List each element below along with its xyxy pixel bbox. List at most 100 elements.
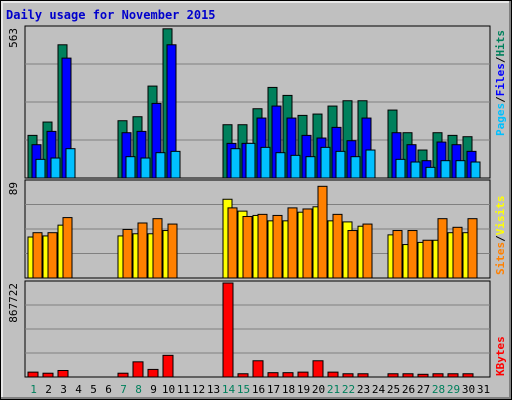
bar-sites-day-18 bbox=[287, 207, 298, 279]
x-tick-label-day-6: 6 bbox=[105, 383, 112, 396]
bar-pages-day-1 bbox=[35, 158, 46, 179]
bar-pages-day-22 bbox=[350, 156, 361, 179]
x-tick-label-day-30: 30 bbox=[462, 383, 475, 396]
bar-pages-day-14 bbox=[230, 148, 241, 179]
x-tick-label-day-29: 29 bbox=[447, 383, 460, 396]
panel-0-ymax-label: 563 bbox=[7, 28, 20, 48]
legend-kbytes-part-0: KBytes bbox=[494, 336, 507, 376]
bar-sites-day-27 bbox=[422, 239, 433, 279]
x-tick-label-day-4: 4 bbox=[75, 383, 82, 396]
x-tick-label-day-11: 11 bbox=[177, 383, 190, 396]
bar-pages-day-17 bbox=[275, 152, 286, 179]
bar-pages-day-27 bbox=[425, 166, 436, 179]
bar-sites-day-26 bbox=[407, 230, 418, 279]
bar-kbytes-day-15 bbox=[237, 373, 249, 378]
x-tick-label-day-3: 3 bbox=[60, 383, 67, 396]
x-tick-label-day-25: 25 bbox=[387, 383, 400, 396]
bar-sites-day-8 bbox=[137, 222, 148, 279]
x-tick-label-day-17: 17 bbox=[267, 383, 280, 396]
bar-pages-day-30 bbox=[470, 161, 481, 179]
bar-kbytes-day-3 bbox=[57, 370, 69, 378]
legend-sites-visits-part-0: Sites bbox=[494, 242, 507, 275]
x-tick-label-day-18: 18 bbox=[282, 383, 295, 396]
bar-kbytes-day-21 bbox=[327, 371, 339, 378]
bar-sites-day-25 bbox=[392, 230, 403, 279]
bar-pages-day-18 bbox=[290, 154, 301, 179]
x-tick-label-day-22: 22 bbox=[342, 383, 355, 396]
x-tick-label-day-9: 9 bbox=[150, 383, 157, 396]
x-tick-label-day-24: 24 bbox=[372, 383, 386, 396]
legend-kbytes: KBytes bbox=[494, 336, 507, 376]
bar-sites-day-19 bbox=[302, 208, 313, 279]
x-tick-label-day-8: 8 bbox=[135, 383, 142, 396]
bar-pages-day-3 bbox=[65, 148, 76, 179]
bar-pages-day-29 bbox=[455, 160, 466, 179]
bar-kbytes-day-10 bbox=[162, 354, 174, 378]
chart-title: Daily usage for November 2015 bbox=[6, 8, 216, 22]
bar-kbytes-day-19 bbox=[297, 371, 309, 378]
bar-kbytes-day-9 bbox=[147, 368, 159, 378]
legend-pages-files-hits-part-1: / bbox=[494, 96, 507, 103]
bar-sites-day-9 bbox=[152, 218, 163, 279]
legend-sites-visits-part-2: Visits bbox=[494, 196, 507, 236]
x-tick-label-day-1: 1 bbox=[30, 383, 37, 396]
bar-sites-day-15 bbox=[242, 216, 253, 279]
bar-kbytes-day-22 bbox=[342, 373, 354, 378]
bar-pages-day-23 bbox=[365, 149, 376, 179]
x-tick-label-day-23: 23 bbox=[357, 383, 370, 396]
legend-pages-files-hits-part-4: Hits bbox=[494, 30, 507, 57]
bar-sites-day-20 bbox=[317, 185, 328, 279]
bar-sites-day-21 bbox=[332, 213, 343, 279]
bar-kbytes-day-25 bbox=[387, 373, 399, 378]
x-tick-label-day-12: 12 bbox=[192, 383, 205, 396]
x-tick-label-day-31: 31 bbox=[477, 383, 490, 396]
x-tick-label-day-7: 7 bbox=[120, 383, 127, 396]
bar-pages-day-25 bbox=[395, 158, 406, 179]
bar-sites-day-7 bbox=[122, 228, 133, 279]
legend-pages-files-hits-part-2: Files bbox=[494, 63, 507, 96]
x-tick-label-day-5: 5 bbox=[90, 383, 97, 396]
bar-kbytes-day-8 bbox=[132, 361, 144, 378]
bar-kbytes-day-26 bbox=[402, 373, 414, 378]
bar-kbytes-day-1 bbox=[27, 371, 39, 378]
bar-pages-day-19 bbox=[305, 156, 316, 179]
bar-pages-day-10 bbox=[170, 150, 181, 179]
legend-pages-files-hits-part-0: Pages bbox=[494, 103, 507, 136]
x-tick-label-day-26: 26 bbox=[402, 383, 415, 396]
x-tick-label-day-2: 2 bbox=[45, 383, 52, 396]
bar-kbytes-day-28 bbox=[432, 373, 444, 378]
bar-kbytes-day-16 bbox=[252, 360, 264, 378]
x-tick-label-day-28: 28 bbox=[432, 383, 445, 396]
bar-sites-day-10 bbox=[167, 223, 178, 279]
x-tick-label-day-20: 20 bbox=[312, 383, 325, 396]
x-tick-label-day-16: 16 bbox=[252, 383, 265, 396]
bar-kbytes-day-18 bbox=[282, 372, 294, 378]
bar-sites-day-16 bbox=[257, 213, 268, 279]
legend-pages-files-hits-part-3: / bbox=[494, 56, 507, 63]
bar-kbytes-day-27 bbox=[417, 373, 429, 378]
panel-1-ymax-label: 89 bbox=[7, 182, 20, 195]
legend-pages-files-hits: Pages/Files/Hits bbox=[494, 30, 507, 136]
bar-pages-day-26 bbox=[410, 161, 421, 179]
bar-pages-day-8 bbox=[140, 157, 151, 179]
bar-pages-day-2 bbox=[50, 157, 61, 179]
bar-kbytes-day-2 bbox=[42, 372, 54, 378]
bar-kbytes-day-7 bbox=[117, 372, 129, 378]
bar-pages-day-20 bbox=[320, 146, 331, 179]
bar-kbytes-day-20 bbox=[312, 360, 324, 378]
bar-sites-day-2 bbox=[47, 232, 58, 279]
x-tick-label-day-15: 15 bbox=[237, 383, 250, 396]
bar-pages-day-16 bbox=[260, 146, 271, 179]
bar-sites-day-28 bbox=[437, 218, 448, 279]
bar-kbytes-day-30 bbox=[462, 373, 474, 378]
bar-sites-day-3 bbox=[62, 217, 73, 279]
bar-pages-day-28 bbox=[440, 160, 451, 179]
bar-sites-day-23 bbox=[362, 223, 373, 279]
x-tick-label-day-14: 14 bbox=[222, 383, 236, 396]
bar-sites-day-29 bbox=[452, 226, 463, 279]
x-tick-label-day-10: 10 bbox=[162, 383, 175, 396]
legend-sites-visits-part-1: / bbox=[494, 235, 507, 242]
bar-kbytes-day-17 bbox=[267, 372, 279, 378]
bar-pages-day-21 bbox=[335, 150, 346, 179]
x-tick-label-day-21: 21 bbox=[327, 383, 340, 396]
